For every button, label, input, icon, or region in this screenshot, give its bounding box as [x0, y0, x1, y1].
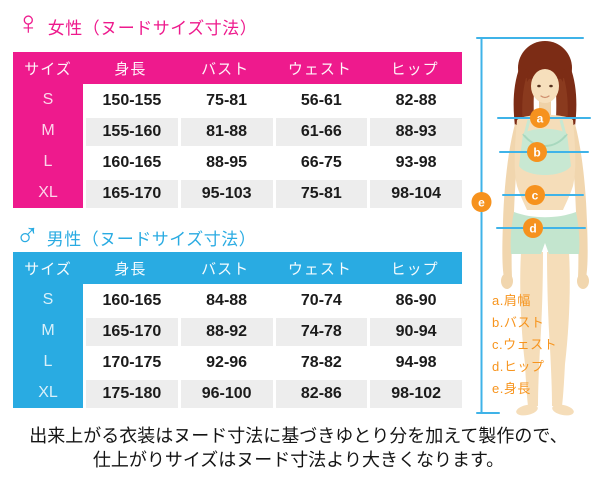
- table-cell: 150-155: [86, 87, 178, 115]
- size-label: L: [43, 353, 53, 370]
- table-cell: 90-94: [370, 318, 462, 346]
- table-cell: 82-88: [370, 87, 462, 115]
- male-table-body: S M L XL 160-165 84-88 70-74 86-90 165-1…: [13, 284, 462, 408]
- column-header: 身長: [114, 60, 147, 78]
- legend-height: e.身長: [492, 381, 531, 396]
- table-cell: 95-103: [180, 180, 273, 208]
- male-title-text: 男性（ヌードサイズ寸法）: [46, 230, 257, 249]
- column-header: サイズ: [24, 260, 72, 278]
- table-cell: 66-75: [275, 149, 368, 177]
- size-label: M: [41, 322, 55, 339]
- female-symbol-icon: ♀: [16, 4, 41, 41]
- table-cell: 165-170: [86, 180, 178, 208]
- column-header: ウェスト: [287, 260, 352, 278]
- measurement-figure: a b c d e: [471, 8, 600, 420]
- legend-bust: b.バスト: [492, 315, 545, 330]
- body-measurement-illustration: a b c d e: [471, 37, 591, 416]
- badge-c: c: [532, 189, 539, 203]
- table-cell: 74-78: [275, 318, 368, 346]
- table-cell: 78-82: [275, 349, 368, 377]
- column-header: ヒップ: [390, 260, 439, 278]
- size-label: XL: [38, 384, 58, 401]
- female-title-text: 女性（ヌードサイズ寸法）: [47, 19, 258, 38]
- table-cell: 92-96: [180, 349, 273, 377]
- table-cell: 93-98: [370, 149, 462, 177]
- size-label: XL: [38, 184, 58, 201]
- column-header: バスト: [201, 60, 250, 78]
- size-label: M: [41, 122, 55, 139]
- female-size-column: S M L XL: [13, 84, 83, 208]
- size-label: S: [42, 291, 54, 308]
- female-size-table: サイズ 身長 バスト ウェスト ヒップ S M L XL 150-155 75-…: [13, 52, 462, 208]
- legend-shoulder: a.肩幅: [492, 293, 531, 308]
- table-cell: 98-102: [370, 380, 462, 408]
- male-symbol-icon: ♂: [15, 215, 40, 252]
- legend-hip: d.ヒップ: [492, 359, 545, 374]
- table-cell: 165-170: [86, 318, 178, 346]
- male-data-grid: 160-165 84-88 70-74 86-90 165-170 88-92 …: [83, 284, 462, 408]
- footer-line-1: 出来上がる衣装はヌード寸法に基づきゆとり分を加えて製作ので、: [29, 426, 568, 446]
- table-cell: 88-92: [180, 318, 273, 346]
- size-label: L: [43, 153, 53, 170]
- table-cell: 88-93: [370, 118, 462, 146]
- table-cell: 98-104: [370, 180, 462, 208]
- badge-d: d: [529, 222, 536, 236]
- badge-e: e: [478, 196, 485, 210]
- table-cell: 82-86: [275, 380, 368, 408]
- column-header: バスト: [201, 260, 250, 278]
- table-cell: 160-165: [86, 287, 178, 315]
- table-cell: 94-98: [370, 349, 462, 377]
- table-cell: 81-88: [180, 118, 273, 146]
- male-section-title: ♂ 男性（ヌードサイズ寸法）: [15, 216, 256, 252]
- badge-a: a: [537, 112, 544, 126]
- footer-note: 出来上がる衣装はヌード寸法に基づきゆとり分を加えて製作ので、 仕上がりサイズはヌ…: [0, 424, 597, 472]
- table-cell: 88-95: [180, 149, 273, 177]
- table-cell: 84-88: [180, 287, 273, 315]
- male-table-header-row: サイズ 身長 バスト ウェスト ヒップ: [13, 252, 462, 284]
- column-header: ヒップ: [390, 60, 439, 78]
- table-cell: 61-66: [275, 118, 368, 146]
- measurement-legend: a.肩幅 b.バスト c.ウェスト d.ヒップ e.身長: [492, 290, 557, 400]
- column-header: サイズ: [24, 60, 72, 78]
- table-cell: 160-165: [86, 149, 178, 177]
- table-cell: 155-160: [86, 118, 178, 146]
- female-table-header-row: サイズ 身長 バスト ウェスト ヒップ: [13, 52, 462, 84]
- male-size-table: サイズ 身長 バスト ウェスト ヒップ S M L XL 160-165 84-…: [13, 252, 462, 408]
- size-label: S: [42, 91, 54, 108]
- female-data-grid: 150-155 75-81 56-61 82-88 155-160 81-88 …: [83, 84, 462, 208]
- table-cell: 75-81: [275, 180, 368, 208]
- measurement-badges: a b c d e: [471, 108, 550, 238]
- legend-waist: c.ウェスト: [492, 337, 558, 352]
- female-section-title: ♀ 女性（ヌードサイズ寸法）: [16, 5, 257, 41]
- table-cell: 75-81: [180, 87, 273, 115]
- male-size-column: S M L XL: [13, 284, 83, 408]
- column-header: 身長: [114, 260, 147, 278]
- badge-b: b: [533, 146, 540, 160]
- table-cell: 86-90: [370, 287, 462, 315]
- column-header: ウェスト: [287, 60, 352, 78]
- female-table-body: S M L XL 150-155 75-81 56-61 82-88 155-1…: [13, 84, 462, 208]
- table-cell: 96-100: [180, 380, 273, 408]
- footer-line-2: 仕上がりサイズはヌード寸法より大きくなります。: [92, 450, 505, 470]
- table-cell: 170-175: [86, 349, 178, 377]
- table-cell: 56-61: [275, 87, 368, 115]
- table-cell: 175-180: [86, 380, 178, 408]
- table-cell: 70-74: [275, 287, 368, 315]
